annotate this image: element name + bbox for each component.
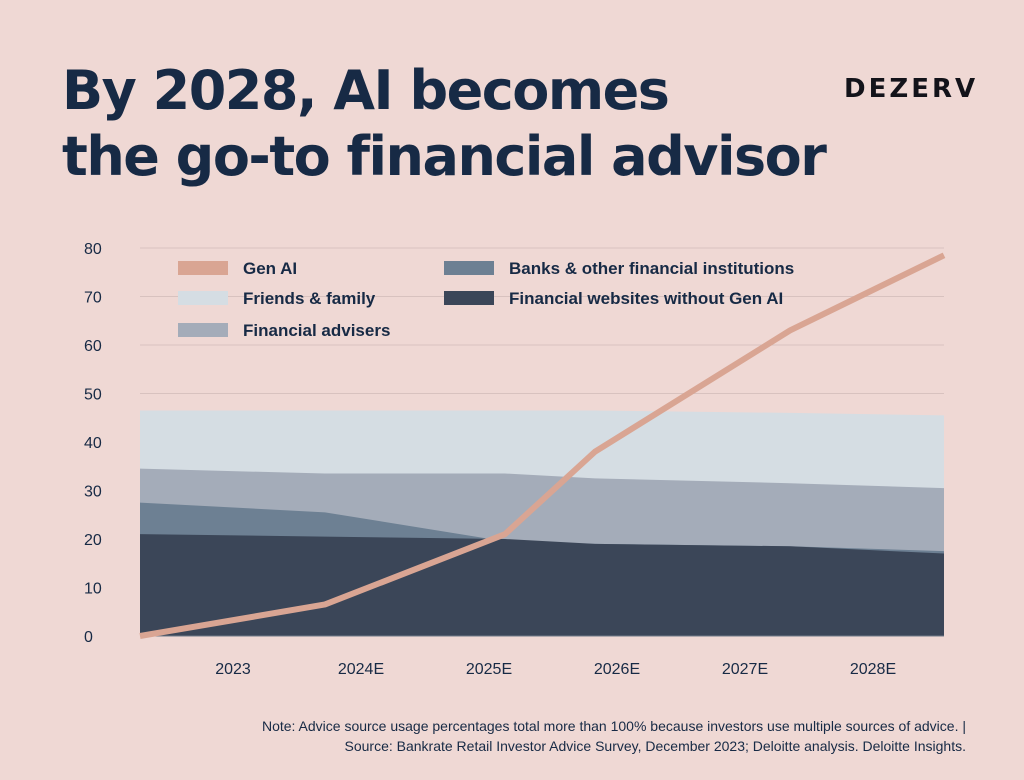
legend: Gen AI Friends & family Financial advisers…	[178, 259, 794, 340]
legend-swatch	[444, 291, 494, 305]
line-gen-ai	[139, 252, 946, 639]
y-tick-label: 0	[84, 629, 93, 646]
source-note: Note: Advice source usage percentages to…	[262, 716, 966, 756]
x-tick-label: 2024E	[338, 661, 384, 678]
legend-label: Financial advisers	[243, 321, 390, 340]
x-axis-ticks: 2023 2024E 2025E 2026E 2027E 2028E	[215, 661, 896, 678]
note-line-1: Note: Advice source usage percentages to…	[261, 718, 966, 734]
y-axis-ticks: 0 10 20 30 40 50 60 70 80	[84, 241, 102, 646]
x-tick-label: 2028E	[850, 661, 896, 678]
y-tick-label: 30	[84, 484, 102, 501]
area-financial-websites-without-gen-ai	[140, 534, 944, 636]
line-series	[139, 252, 946, 639]
title-line-1: By 2028, AI becomes	[62, 59, 670, 122]
legend-swatch	[178, 323, 228, 337]
legend-label: Financial websites without Gen AI	[509, 289, 783, 308]
area-series	[140, 410, 944, 636]
y-tick-label: 50	[84, 387, 102, 404]
legend-swatch	[444, 261, 494, 275]
y-tick-label: 60	[84, 338, 102, 355]
legend-swatch	[178, 291, 228, 305]
x-tick-label: 2027E	[722, 661, 768, 678]
note-line-2: Source: Bankrate Retail Investor Advice …	[344, 738, 967, 754]
y-tick-label: 80	[84, 241, 102, 258]
legend-label: Banks & other financial institutions	[509, 259, 794, 278]
x-tick-label: 2023	[215, 661, 251, 678]
legend-swatch	[178, 261, 228, 275]
brand-logo: DEZERV	[844, 74, 979, 104]
chart-title: By 2028, AI becomes the go-to financial …	[62, 58, 827, 190]
y-tick-label: 40	[84, 435, 102, 452]
y-tick-label: 20	[84, 532, 102, 549]
legend-label: Gen AI	[243, 259, 297, 278]
y-tick-label: 10	[84, 581, 102, 598]
title-line-2: the go-to financial advisor	[62, 125, 827, 188]
x-tick-label: 2025E	[466, 661, 512, 678]
y-tick-label: 70	[84, 290, 102, 307]
legend-label: Friends & family	[243, 289, 376, 308]
x-tick-label: 2026E	[594, 661, 640, 678]
